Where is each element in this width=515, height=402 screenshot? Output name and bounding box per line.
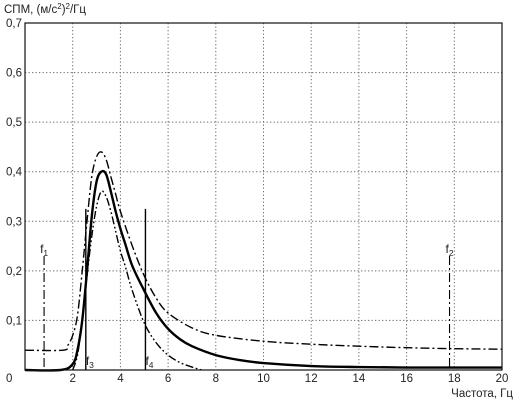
frequency-marker-symbol: f — [145, 354, 149, 368]
y-tick-label: 0,2 — [6, 266, 22, 278]
x-tick-label: 4 — [117, 373, 124, 385]
x-axis-ticks: 0 2 4 6 8 10 12 14 16 18 20 — [6, 373, 508, 385]
y-axis-title: СПМ, (м/с2)2/Гц — [4, 2, 86, 17]
frequency-marker-index: 2 — [449, 248, 454, 258]
frequency-marker-symbol: f — [40, 242, 44, 256]
frequency-marker-symbol: f — [86, 354, 90, 368]
frequency-marker-symbol: f — [446, 242, 450, 256]
y-axis-title-sup: 2 — [57, 2, 62, 11]
frequency-marker-label-2: f2 — [446, 242, 454, 258]
x-tick-label: 14 — [353, 373, 366, 385]
x-tick-label: 6 — [165, 373, 171, 385]
x-tick-label: 0 — [6, 373, 12, 385]
y-axis-ticks: 0,1 0,2 0,3 0,4 0,5 0,6 0,7 — [6, 18, 23, 327]
frequency-marker-label-3: f3 — [86, 354, 94, 370]
y-tick-label: 0,6 — [6, 68, 22, 80]
y-tick-label: 0,7 — [6, 18, 22, 30]
y-tick-label: 0,4 — [6, 167, 23, 179]
y-axis-title-sup2: 2 — [66, 2, 71, 11]
y-tick-label: 0,3 — [6, 216, 22, 228]
frequency-marker-label-1: f1 — [40, 242, 48, 258]
y-tick-label: 0,5 — [6, 117, 22, 129]
x-tick-label: 16 — [400, 373, 413, 385]
x-tick-label: 20 — [496, 373, 509, 385]
series-line-3 — [72, 190, 202, 371]
x-tick-label: 12 — [305, 373, 318, 385]
x-tick-label: 10 — [257, 373, 270, 385]
y-axis-title-prefix: СПМ, (м/с — [4, 4, 57, 16]
series-line-2 — [24, 151, 503, 352]
frequency-marker-label-4: f4 — [145, 354, 153, 370]
x-tick-label: 8 — [213, 373, 219, 385]
y-tick-label: 0,1 — [6, 315, 22, 327]
frequency-marker-index: 3 — [89, 360, 94, 370]
frequency-marker-index: 4 — [149, 360, 154, 370]
x-tick-label: 18 — [448, 373, 461, 385]
plot-frame — [24, 22, 503, 371]
x-axis-title: Частота, Гц — [451, 388, 513, 400]
frequency-marker-index: 1 — [43, 248, 48, 258]
grid — [25, 23, 502, 370]
y-axis-title-tail: /Гц — [70, 4, 86, 16]
series-group — [24, 151, 503, 372]
y-axis-title-close: ) — [62, 4, 66, 16]
x-tick-label: 2 — [69, 373, 75, 385]
series-line-1 — [24, 169, 502, 372]
